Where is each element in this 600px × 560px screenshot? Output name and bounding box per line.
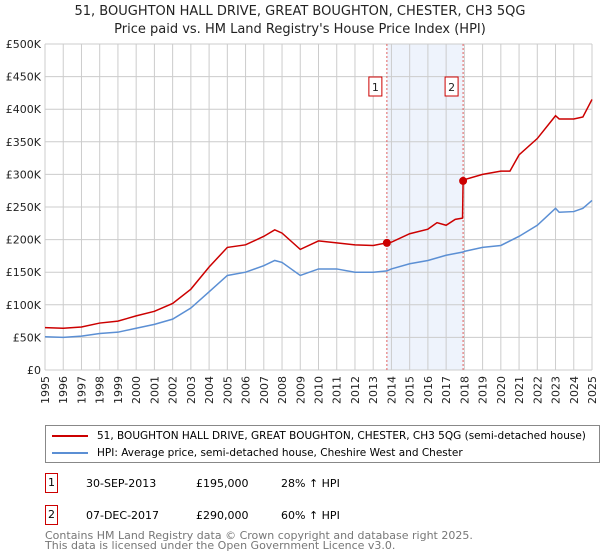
- x-tick-label: 2014: [385, 376, 398, 404]
- x-tick-label: 2001: [148, 376, 161, 404]
- x-tick-label: 2023: [550, 376, 563, 404]
- x-tick-label: 2007: [258, 376, 271, 404]
- x-tick-label: 2021: [513, 376, 526, 404]
- x-tick-label: 2022: [531, 376, 544, 404]
- y-tick-label: £50K: [13, 331, 42, 344]
- x-tick-label: 2004: [203, 376, 216, 404]
- x-tick-label: 2012: [349, 376, 362, 404]
- annotation-box: [368, 76, 383, 97]
- transaction-date: 30-SEP-2013: [86, 476, 157, 490]
- x-tick-label: 2011: [331, 376, 344, 404]
- legend-label: HPI: Average price, semi-detached house,…: [97, 447, 463, 459]
- y-tick-label: £500K: [6, 38, 42, 51]
- sale-point: [382, 238, 391, 247]
- y-tick-label: £400K: [6, 103, 42, 116]
- x-tick-label: 2025: [586, 376, 599, 404]
- transaction-hpi: 60% ↑ HPI: [281, 508, 340, 522]
- footer-line: This data is licensed under the Open Gov…: [45, 539, 396, 552]
- x-tick-label: 2016: [422, 376, 435, 404]
- x-tick-label: 2024: [568, 376, 581, 404]
- y-tick-label: £450K: [6, 71, 42, 84]
- x-tick-label: 2005: [221, 376, 234, 404]
- price-line: [44, 99, 593, 330]
- legend-item-hpi: HPI: Average price, semi-detached house,…: [52, 447, 463, 459]
- y-tick-label: £250K: [6, 201, 42, 214]
- legend-swatch-blue: [52, 452, 88, 454]
- transaction-price: £290,000: [196, 508, 249, 522]
- x-tick-label: 2017: [440, 376, 453, 404]
- x-tick-label: 2003: [185, 376, 198, 404]
- footer-line: Contains HM Land Registry data © Crown c…: [45, 529, 473, 542]
- y-tick-label: £200K: [6, 234, 42, 247]
- x-tick-label: 2000: [130, 376, 143, 404]
- y-tick-label: £100K: [6, 299, 42, 312]
- x-tick-label: 1998: [94, 376, 107, 404]
- y-tick-label: £300K: [6, 168, 42, 181]
- x-tick-label: 2002: [167, 376, 180, 404]
- x-tick-label: 2015: [404, 376, 417, 404]
- x-tick-label: 1995: [39, 376, 52, 404]
- transaction-marker: 1: [45, 473, 58, 493]
- chart-title: 51, BOUGHTON HALL DRIVE, GREAT BOUGHTON,…: [74, 4, 526, 19]
- annotation-label: 2: [448, 81, 455, 94]
- hpi-line: [44, 199, 593, 339]
- legend-label: 51, BOUGHTON HALL DRIVE, GREAT BOUGHTON,…: [97, 430, 586, 442]
- x-tick-label: 2020: [495, 376, 508, 404]
- legend-item-property: 51, BOUGHTON HALL DRIVE, GREAT BOUGHTON,…: [52, 430, 586, 442]
- sale-point: [459, 176, 468, 185]
- x-tick-label: 2010: [313, 376, 326, 404]
- x-tick-label: 2006: [240, 376, 253, 404]
- transaction-marker: 2: [45, 505, 58, 525]
- y-tick-label: £0: [27, 364, 41, 377]
- transaction-row: 1 30-SEP-2013 £195,000 28% ↑ HPI: [45, 473, 340, 493]
- chart-plot: 1995 1996 1997 1998 1999 2000 2001 2002 2003 2004…: [6, 38, 599, 404]
- chart-subtitle: Price paid vs. HM Land Registry's House …: [114, 22, 486, 37]
- x-tick-label: 1999: [112, 376, 125, 404]
- legend-swatch-red: [52, 435, 88, 437]
- transaction-date: 07-DEC-2017: [86, 508, 160, 522]
- x-tick-label: 2009: [294, 376, 307, 404]
- x-tick-label: 2018: [458, 376, 471, 404]
- x-tick-label: 1996: [57, 376, 70, 404]
- transaction-row: 2 07-DEC-2017 £290,000 60% ↑ HPI: [45, 505, 340, 525]
- y-tick-label: £350K: [6, 136, 42, 149]
- transaction-hpi: 28% ↑ HPI: [281, 476, 340, 490]
- x-tick-label: 1997: [75, 376, 88, 404]
- x-tick-label: 2019: [477, 376, 490, 404]
- legend: 51, BOUGHTON HALL DRIVE, GREAT BOUGHTON,…: [45, 425, 600, 463]
- annotation-label: 1: [372, 81, 379, 94]
- x-tick-label: 2008: [276, 376, 289, 404]
- transaction-price: £195,000: [196, 476, 249, 490]
- x-tick-label: 2013: [367, 376, 380, 404]
- footer: Contains HM Land Registry data © Crown c…: [45, 529, 473, 552]
- y-tick-label: £150K: [6, 266, 42, 279]
- annotation-box: [444, 76, 459, 97]
